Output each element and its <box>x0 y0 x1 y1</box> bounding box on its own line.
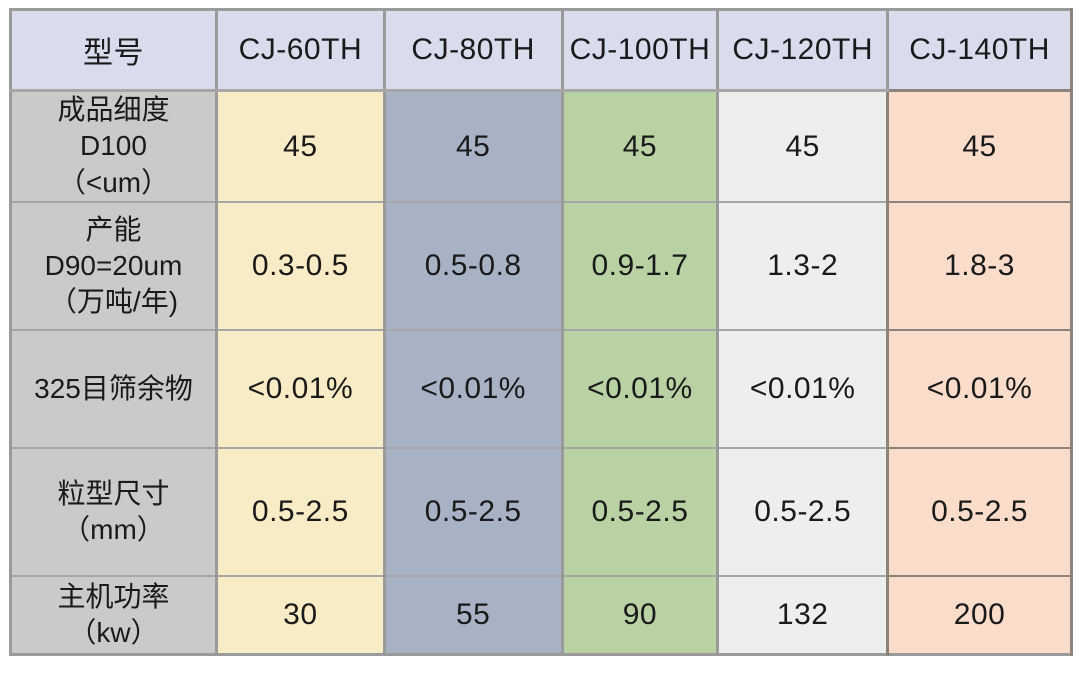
model-spec-table: 型号 CJ-60TH CJ-80TH CJ-100TH CJ-120TH CJ-… <box>9 8 1073 656</box>
row-sieve-residue: 325目筛余物 <0.01% <0.01% <0.01% <0.01% <0.0… <box>9 329 1073 450</box>
row-fineness: 成品细度 D100 （<um） 45 45 45 45 45 <box>9 89 1073 204</box>
main-power-cj-120th: 132 <box>716 575 890 656</box>
sieve-residue-cj-100th: <0.01% <box>560 329 720 450</box>
particle-size-cj-140th: 0.5-2.5 <box>886 447 1073 578</box>
row-main-power: 主机功率 （kw） 30 55 90 132 200 <box>9 575 1073 656</box>
fineness-label-line: 成品细度 <box>57 94 170 125</box>
fineness-cj-80th: 45 <box>382 89 564 204</box>
particle-size-cj-80th: 0.5-2.5 <box>382 447 564 578</box>
sieve-residue-label: 325目筛余物 <box>9 329 218 450</box>
fineness-label-line: D100 <box>80 130 147 162</box>
particle-size-cj-60th: 0.5-2.5 <box>214 447 386 578</box>
header-cj-60th: CJ-60TH <box>214 8 386 92</box>
capacity-label-line: 产能 <box>85 213 142 245</box>
fineness-cj-140th: 45 <box>886 89 1073 204</box>
fineness-label-line: （<um） <box>57 166 170 198</box>
capacity-cj-60th: 0.3-0.5 <box>214 201 386 332</box>
main-power-label-line: （kw） <box>68 616 159 648</box>
fineness-cj-60th: 45 <box>214 89 386 204</box>
particle-size-cj-120th: 0.5-2.5 <box>716 447 890 578</box>
capacity-label-line: D90=20um <box>44 249 183 281</box>
capacity-cj-80th: 0.5-0.8 <box>382 201 564 332</box>
capacity-cj-100th: 0.9-1.7 <box>560 201 720 332</box>
main-power-label: 主机功率 （kw） <box>9 575 218 656</box>
row-capacity: 产能 D90=20um （万吨/年) 0.3-0.5 0.5-0.8 0.9-1… <box>9 201 1073 332</box>
capacity-cj-120th: 1.3-2 <box>716 201 890 332</box>
header-cj-100th: CJ-100TH <box>560 8 720 92</box>
capacity-label-line: （万吨/年) <box>48 286 179 318</box>
main-power-label-line: 主机功率 <box>57 580 170 612</box>
header-row: 型号 CJ-60TH CJ-80TH CJ-100TH CJ-120TH CJ-… <box>9 8 1073 92</box>
particle-size-cj-100th: 0.5-2.5 <box>560 447 720 578</box>
header-cj-120th: CJ-120TH <box>716 8 890 92</box>
main-power-cj-80th: 55 <box>382 575 564 656</box>
sieve-residue-cj-120th: <0.01% <box>716 329 890 450</box>
particle-size-label-line: 粒型尺寸 <box>57 477 170 509</box>
main-power-cj-140th: 200 <box>886 575 1073 656</box>
capacity-label: 产能 D90=20um （万吨/年) <box>9 201 218 332</box>
particle-size-label: 粒型尺寸 （mm） <box>9 447 218 578</box>
header-model-label: 型号 <box>9 8 218 92</box>
sieve-residue-cj-60th: <0.01% <box>214 329 386 450</box>
header-cj-80th: CJ-80TH <box>382 8 564 92</box>
main-power-cj-60th: 30 <box>214 575 386 656</box>
header-cj-140th: CJ-140TH <box>886 8 1073 92</box>
main-power-cj-100th: 90 <box>560 575 720 656</box>
row-particle-size: 粒型尺寸 （mm） 0.5-2.5 0.5-2.5 0.5-2.5 0.5-2.… <box>9 447 1073 578</box>
fineness-label: 成品细度 D100 （<um） <box>9 89 218 204</box>
capacity-cj-140th: 1.8-3 <box>886 201 1073 332</box>
sieve-residue-cj-80th: <0.01% <box>382 329 564 450</box>
sieve-residue-label-line: 325目筛余物 <box>34 372 193 404</box>
sieve-residue-cj-140th: <0.01% <box>886 329 1073 450</box>
fineness-cj-120th: 45 <box>716 89 890 204</box>
fineness-cj-100th: 45 <box>560 89 720 204</box>
particle-size-label-line: （mm） <box>62 514 165 546</box>
